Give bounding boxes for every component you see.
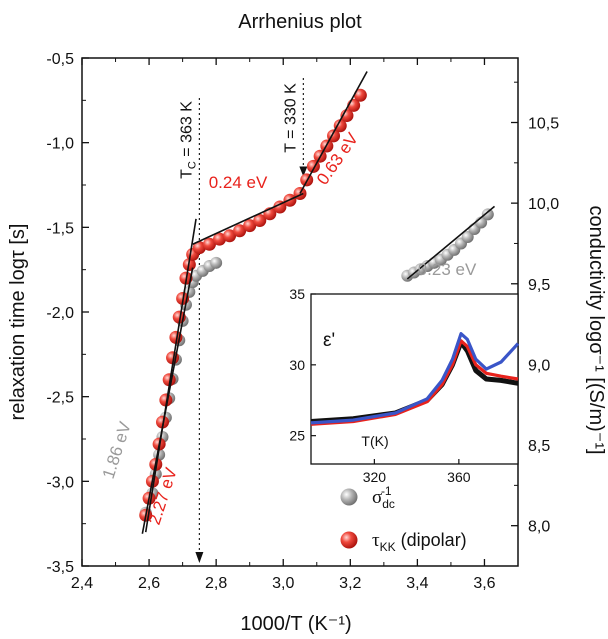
y-right-tick-label: 8,5 bbox=[528, 438, 550, 455]
sigma-dc-point bbox=[481, 208, 494, 221]
inset-permittivity: 320 360 25 30 35 ε' T(K) bbox=[289, 286, 520, 485]
tau-kk-point bbox=[253, 214, 267, 228]
fit-energy-label: 0.23 eV bbox=[418, 260, 477, 279]
x-axis-label: 1000/T (K⁻¹) bbox=[240, 613, 351, 635]
tau-kk-point bbox=[155, 415, 169, 429]
inset-y-tick-label: 35 bbox=[289, 286, 305, 302]
inset-y-label: ε' bbox=[323, 330, 335, 351]
tau-kk-point bbox=[273, 200, 287, 214]
legend-sigma-marker bbox=[340, 488, 358, 506]
tc-marker-arrow bbox=[195, 552, 204, 563]
inset-x-label: T(K) bbox=[361, 433, 388, 449]
sigma-dc-point bbox=[461, 231, 474, 244]
x-tick-label: 3,6 bbox=[473, 575, 495, 592]
y-left-tick-label: -2,0 bbox=[46, 305, 74, 322]
inset-y-tick-label: 25 bbox=[289, 428, 305, 444]
fit-energy-label: 0.24 eV bbox=[209, 173, 268, 192]
y-left-tick-label: -1,0 bbox=[46, 136, 74, 153]
fit-energy-label: 1.86 eV bbox=[99, 419, 135, 481]
t330-marker-arrow bbox=[299, 166, 308, 177]
t330-marker-label: T = 330 K bbox=[282, 83, 299, 153]
x-tick-label: 3,0 bbox=[272, 575, 294, 592]
fit-line bbox=[299, 71, 368, 194]
tau-kk-point bbox=[202, 237, 216, 251]
axis-ticks: 2,4 2,6 2,8 3,0 3,2 3,4 3,6 -0,5 -1,0 -1,5 -2,0 -2,… bbox=[46, 51, 559, 592]
y-left-tick-label: -1,5 bbox=[46, 220, 74, 237]
tau-kk-point bbox=[353, 88, 367, 102]
y-axis-right-label: conductivity logσ⁻¹ [(S/m)⁻¹] bbox=[585, 205, 607, 454]
fit-line bbox=[192, 192, 304, 245]
sigma-dc-point bbox=[210, 256, 223, 269]
inset-y-tick-label: 30 bbox=[289, 357, 305, 373]
legend-tau-marker bbox=[340, 531, 358, 549]
y-left-tick-label: -2,5 bbox=[46, 390, 74, 407]
temperature-markers: TC = 363 K T = 330 K bbox=[178, 78, 308, 563]
fit-line bbox=[144, 218, 197, 533]
x-tick-label: 3,4 bbox=[406, 575, 428, 592]
x-tick-label: 2,4 bbox=[71, 575, 93, 592]
y-left-tick-label: -0,5 bbox=[46, 51, 74, 68]
y-axis-left-label: relaxation time logτ [s] bbox=[7, 224, 29, 421]
tau-kk-point bbox=[192, 241, 206, 255]
x-tick-label: 2,8 bbox=[205, 575, 227, 592]
tau-kk-point bbox=[159, 393, 173, 407]
y-right-tick-label: 9,5 bbox=[528, 277, 550, 294]
tau-kk-point bbox=[233, 224, 247, 238]
tau-kk-point bbox=[223, 229, 237, 243]
y-right-tick-label: 9,0 bbox=[528, 357, 550, 374]
fit-line bbox=[406, 205, 496, 280]
tau-kk-point bbox=[333, 119, 347, 133]
tc-marker-label: TC = 363 K bbox=[178, 101, 198, 179]
inset-x-tick-label: 360 bbox=[447, 469, 471, 485]
y-right-tick-label: 10,5 bbox=[528, 116, 559, 133]
legend: σdc-1 τKK (dipolar) bbox=[340, 484, 467, 554]
x-tick-label: 2,6 bbox=[138, 575, 160, 592]
tau-kk-point bbox=[340, 109, 354, 123]
chart-title: Arrhenius plot bbox=[238, 11, 362, 33]
tau-kk-point bbox=[243, 219, 257, 233]
inset-x-tick-label: 320 bbox=[363, 469, 387, 485]
tau-kk-point bbox=[213, 232, 227, 246]
legend-entry: σdc-1 bbox=[372, 484, 395, 511]
y-right-tick-label: 8,0 bbox=[528, 519, 550, 536]
y-left-tick-label: -3,0 bbox=[46, 474, 74, 491]
inset-curve bbox=[310, 332, 520, 425]
x-tick-label: 3,2 bbox=[339, 575, 361, 592]
y-right-tick-label: 10,0 bbox=[528, 196, 559, 213]
y-left-tick-label: -3,5 bbox=[46, 559, 74, 576]
legend-entry: τKK (dipolar) bbox=[372, 530, 467, 554]
